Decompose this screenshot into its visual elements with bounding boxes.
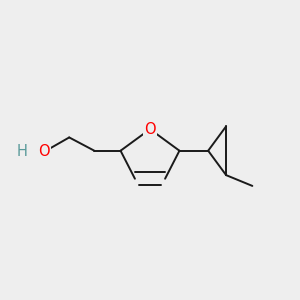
- Text: O: O: [144, 122, 156, 137]
- Text: O: O: [38, 144, 50, 159]
- Text: H: H: [17, 144, 28, 159]
